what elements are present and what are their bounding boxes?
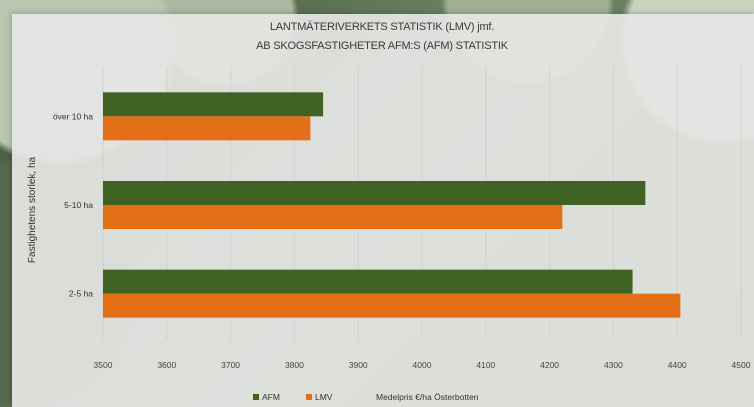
bar-afm — [103, 181, 646, 205]
x-tick-label: 3700 — [221, 360, 240, 370]
chart-title-line-1: LANTMÄTERIVERKETS STATISTIK (LMV) jmf. — [270, 21, 494, 33]
x-tick-label: 4500 — [732, 360, 751, 370]
legend-note: Medelpris €/ha Österbotten — [376, 392, 479, 402]
bar-lmv — [103, 116, 311, 141]
x-tick-label: 4300 — [604, 360, 623, 370]
category-labels: över 10 ha 5-10 ha 2-5 ha — [53, 111, 93, 298]
legend-swatch-afm — [253, 394, 259, 400]
legend-label-lmv: LMV — [315, 392, 333, 402]
x-tick-label: 3500 — [94, 360, 113, 370]
category-label: över 10 ha — [53, 111, 93, 121]
bar-afm — [103, 92, 324, 117]
category-label: 2-5 ha — [69, 289, 93, 299]
x-tick-label: 3900 — [349, 360, 368, 370]
legend-label-afm: AFM — [262, 392, 280, 402]
y-axis-label: Fastighetens storlek, ha — [27, 156, 38, 263]
bar-lmv — [103, 293, 681, 318]
x-tick-label: 4100 — [476, 360, 495, 370]
x-tick-label: 4400 — [668, 360, 687, 370]
bar-afm — [103, 269, 633, 294]
x-axis-ticks: 3500 3600 3700 3800 3900 4000 4100 4200 4300 4400… — [94, 360, 751, 370]
legend: AFM LMV Medelpris €/ha Österbotten — [253, 392, 479, 402]
category-label: 5-10 ha — [64, 200, 93, 210]
x-tick-label: 3600 — [157, 360, 176, 370]
x-tick-label: 3800 — [285, 360, 304, 370]
bar-lmv — [103, 205, 563, 229]
x-tick-label: 4200 — [540, 360, 559, 370]
chart-title-line-2: AB SKOGSFASTIGHETER AFM:S (AFM) STATISTI… — [256, 40, 509, 52]
x-tick-label: 4000 — [413, 360, 432, 370]
legend-swatch-lmv — [306, 394, 312, 400]
bars — [103, 92, 681, 318]
